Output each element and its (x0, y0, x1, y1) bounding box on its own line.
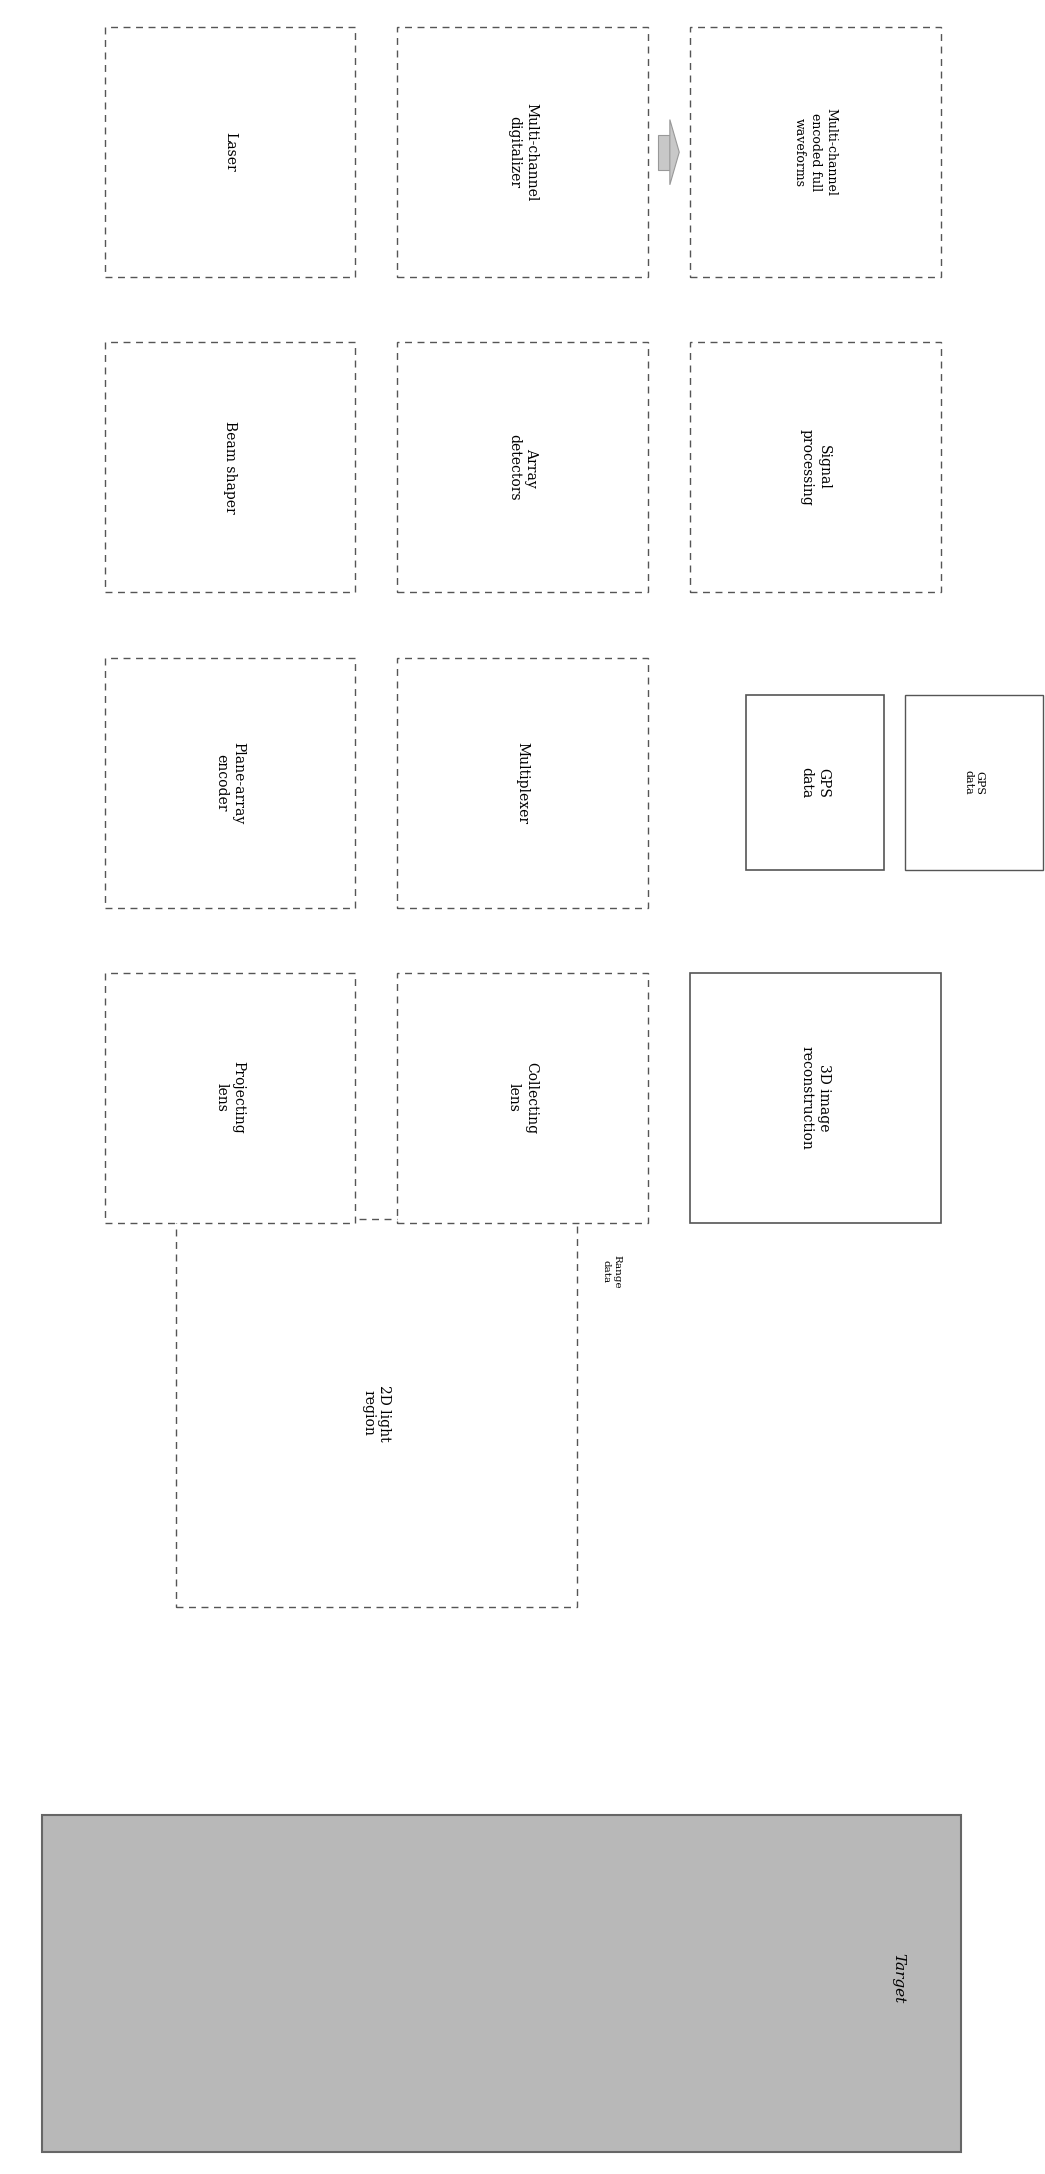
FancyBboxPatch shape (905, 696, 1043, 870)
Text: Multi-channel
digitalizer: Multi-channel digitalizer (507, 102, 538, 202)
Bar (42, 1815, 961, 2152)
Text: Multi-channel
encoded full
waveforms: Multi-channel encoded full waveforms (792, 109, 838, 196)
Text: Collecting
lens: Collecting lens (507, 1061, 538, 1135)
FancyBboxPatch shape (104, 972, 355, 1222)
Text: Range
data: Range data (602, 1254, 621, 1289)
Text: 2D light
region: 2D light region (362, 1385, 391, 1441)
Text: Multiplexer: Multiplexer (515, 741, 530, 824)
Text: Beam shaper: Beam shaper (223, 422, 237, 513)
Polygon shape (670, 120, 679, 185)
FancyBboxPatch shape (397, 657, 648, 907)
Text: 3D image
reconstruction: 3D image reconstruction (799, 1046, 831, 1150)
Text: Target: Target (891, 1952, 906, 2004)
FancyBboxPatch shape (397, 972, 648, 1222)
Text: Array
detectors: Array detectors (507, 435, 538, 500)
FancyBboxPatch shape (397, 26, 648, 276)
FancyBboxPatch shape (104, 657, 355, 907)
FancyBboxPatch shape (104, 26, 355, 276)
FancyBboxPatch shape (690, 26, 940, 276)
Text: Projecting
lens: Projecting lens (214, 1061, 246, 1135)
Text: GPS
data: GPS data (799, 767, 831, 798)
FancyBboxPatch shape (690, 972, 940, 1222)
FancyBboxPatch shape (690, 341, 940, 591)
Bar (658, 135, 670, 170)
FancyBboxPatch shape (104, 341, 355, 591)
FancyBboxPatch shape (176, 1220, 577, 1607)
Text: GPS
data: GPS data (963, 770, 984, 796)
Text: Laser: Laser (223, 133, 237, 172)
Text: Signal
processing: Signal processing (799, 428, 831, 507)
FancyBboxPatch shape (746, 696, 884, 870)
FancyBboxPatch shape (397, 341, 648, 591)
Text: Plane-array
encoder: Plane-array encoder (214, 741, 246, 824)
